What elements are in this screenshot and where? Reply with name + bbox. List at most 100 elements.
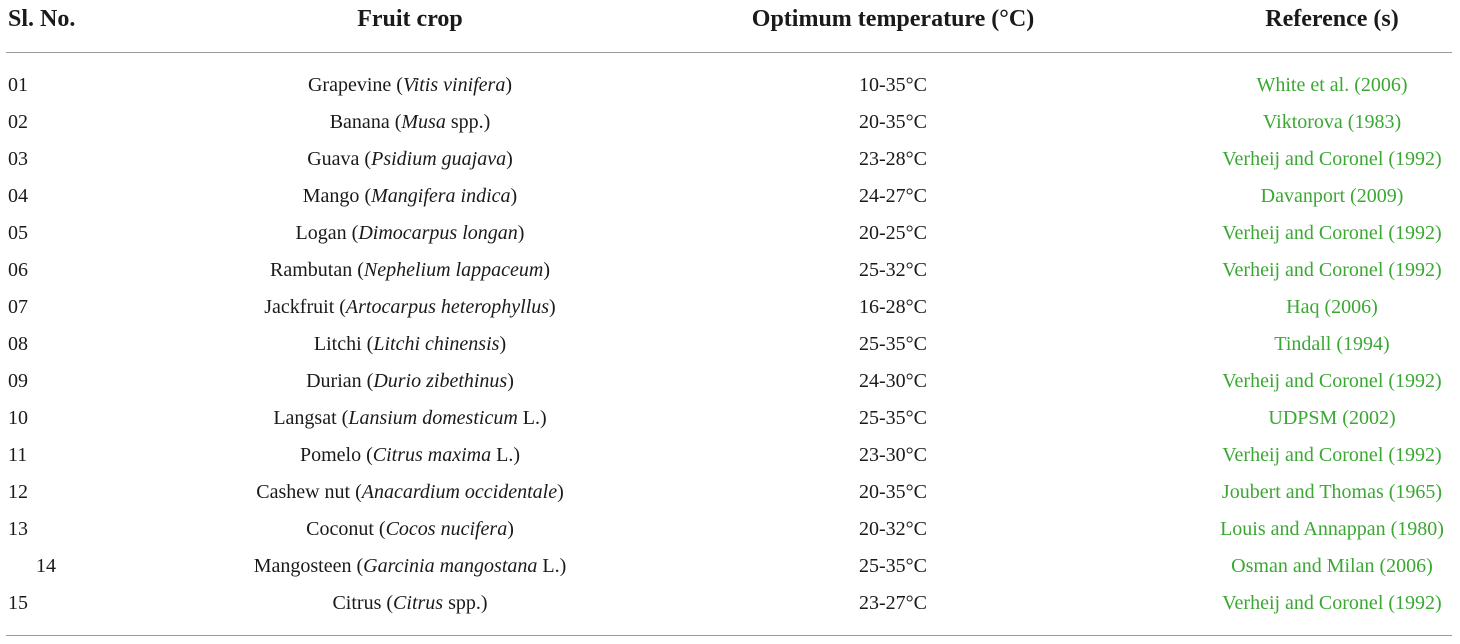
table-row: 13 Coconut (Cocos nucifera) 20-32°C Louis a… [6, 511, 1452, 548]
common-name: Jackfruit [264, 296, 340, 318]
paren-open: ( [351, 222, 359, 244]
common-name: Citrus [332, 592, 387, 614]
scientific-name: Musa [401, 111, 446, 133]
common-name: Coconut [306, 518, 379, 540]
optimum-temperature: 10-35°C [859, 74, 927, 96]
serial-number: 12 [8, 481, 28, 503]
common-name: Pomelo [299, 444, 367, 466]
scientific-name: Dimocarpus longan [358, 222, 518, 244]
paren-close: ) [510, 185, 518, 207]
paren-open: ( [357, 259, 364, 281]
fruit-crop-name: Banana (Musa spp.) [330, 104, 491, 141]
serial-number: 06 [8, 259, 28, 281]
fruit-crop-name: Grapevine (Vitis vinifera) [308, 67, 512, 104]
scientific-name: Nephelium lappaceum [363, 259, 544, 281]
fruit-crop-name: Durian (Durio zibethinus) [306, 363, 514, 400]
paren-close: ) [507, 370, 514, 392]
table-row: 04 Mango (Mangifera indica) 24-27°C Davanpo… [6, 178, 1452, 215]
common-name: Durian [306, 370, 367, 392]
reference-link[interactable]: Verheij and Coronel (1992) [1222, 370, 1442, 392]
fruit-temperature-table: Sl. No. Fruit crop Optimum temperature (… [6, 0, 1452, 636]
table-row: 07 Jackfruit (Artocarpus heterophyllus) 16… [6, 289, 1452, 326]
common-name: Grapevine [307, 74, 397, 96]
reference-link[interactable]: Viktorova (1983) [1262, 111, 1402, 133]
scientific-name: Psidium guajava [371, 148, 507, 170]
header-optimum-temperature: Optimum temperature (°C) [751, 6, 1035, 32]
reference-link[interactable]: Tindall (1994) [1274, 333, 1390, 355]
table-header: Sl. No. Fruit crop Optimum temperature (… [6, 0, 1452, 53]
scientific-name: Garcinia mangostana [363, 555, 538, 577]
common-name: Logan [295, 222, 352, 244]
scientific-name: Artocarpus heterophyllus [345, 296, 550, 318]
table-row: 12 Cashew nut (Anacardium occidentale) 20-… [6, 474, 1452, 511]
common-name: Litchi [313, 333, 367, 355]
scientific-name: Litchi chinensis [373, 333, 500, 355]
reference-link[interactable]: White et al. (2006) [1256, 74, 1408, 96]
reference-link[interactable]: Verheij and Coronel (1992) [1222, 148, 1442, 170]
common-name: Cashew nut [256, 481, 356, 503]
reference-link[interactable]: Verheij and Coronel (1992) [1222, 222, 1442, 244]
optimum-temperature: 23-27°C [859, 592, 927, 614]
table-row: 02 Banana (Musa spp.) 20-35°C Viktorova (19… [6, 104, 1452, 141]
serial-number: 10 [8, 407, 28, 429]
paren-close: L.) [537, 555, 567, 577]
paren-open: ( [394, 111, 402, 133]
paren-close: ) [506, 148, 513, 170]
reference-link[interactable]: Joubert and Thomas (1965) [1221, 481, 1443, 503]
scientific-name: Mangifera indica [371, 185, 511, 207]
optimum-temperature: 25-35°C [859, 333, 927, 355]
reference-link[interactable]: Haq (2006) [1286, 296, 1378, 318]
paren-close: spp.) [445, 111, 491, 133]
optimum-temperature: 23-30°C [859, 444, 927, 466]
paren-close: ) [505, 74, 513, 96]
reference-link[interactable]: UDPSM (2002) [1268, 407, 1396, 429]
paren-close: L.) [517, 407, 547, 429]
scientific-name: Cocos nucifera [385, 518, 508, 540]
common-name: Rambutan [270, 259, 358, 281]
scientific-name: Vitis vinifera [402, 74, 506, 96]
optimum-temperature: 20-35°C [859, 481, 927, 503]
fruit-crop-name: Guava (Psidium guajava) [307, 141, 513, 178]
reference-link[interactable]: Verheij and Coronel (1992) [1222, 444, 1442, 466]
scientific-name: Citrus maxima [372, 444, 492, 466]
fruit-crop-name: Cashew nut (Anacardium occidentale) [256, 474, 564, 511]
reference-link[interactable]: Louis and Annappan (1980) [1220, 518, 1444, 540]
optimum-temperature: 24-30°C [859, 370, 927, 392]
reference-link[interactable]: Verheij and Coronel (1992) [1222, 259, 1442, 281]
table-row: 11 Pomelo (Citrus maxima L.) 23-30°C Verhei… [6, 437, 1452, 474]
paren-open: ( [366, 333, 374, 355]
optimum-temperature: 25-35°C [859, 407, 927, 429]
serial-number: 03 [8, 148, 28, 170]
optimum-temperature: 25-32°C [859, 259, 927, 281]
header-fruit-crop: Fruit crop [357, 6, 463, 32]
fruit-crop-name: Mango (Mangifera indica) [303, 178, 517, 215]
table-row: 08 Litchi (Litchi chinensis) 25-35°C Tindal… [6, 326, 1452, 363]
fruit-crop-name: Rambutan (Nephelium lappaceum) [270, 252, 550, 289]
serial-number: 07 [8, 296, 28, 318]
optimum-temperature: 20-25°C [859, 222, 927, 244]
fruit-crop-name: Coconut (Cocos nucifera) [306, 511, 514, 548]
optimum-temperature: 23-28°C [859, 148, 927, 170]
paren-open: ( [356, 555, 364, 577]
serial-number: 13 [8, 518, 28, 540]
serial-number: 14 [36, 555, 56, 577]
common-name: Langsat [273, 407, 342, 429]
fruit-crop-name: Logan (Dimocarpus longan) [296, 215, 525, 252]
optimum-temperature: 20-35°C [859, 111, 927, 133]
paren-close: ) [517, 222, 525, 244]
reference-link[interactable]: Verheij and Coronel (1992) [1222, 592, 1442, 614]
paren-close: ) [557, 481, 564, 503]
fruit-crop-name: Jackfruit (Artocarpus heterophyllus) [264, 289, 555, 326]
optimum-temperature: 24-27°C [859, 185, 927, 207]
table-row: 10 Langsat (Lansium domesticum L.) 25-35°C… [6, 400, 1452, 437]
table-row: 06 Rambutan (Nephelium lappaceum) 25-32°C V… [6, 252, 1452, 289]
fruit-crop-name: Mangosteen (Garcinia mangostana L.) [254, 548, 567, 585]
reference-link[interactable]: Davanport (2009) [1260, 185, 1404, 207]
paren-open: ( [339, 296, 346, 318]
table-row: 09 Durian (Durio zibethinus) 24-30°C Verhei… [6, 363, 1452, 400]
optimum-temperature: 25-35°C [859, 555, 927, 577]
reference-link[interactable]: Osman and Milan (2006) [1231, 555, 1433, 577]
paren-close: ) [549, 296, 556, 318]
optimum-temperature: 16-28°C [859, 296, 927, 318]
paren-open: ( [355, 481, 362, 503]
